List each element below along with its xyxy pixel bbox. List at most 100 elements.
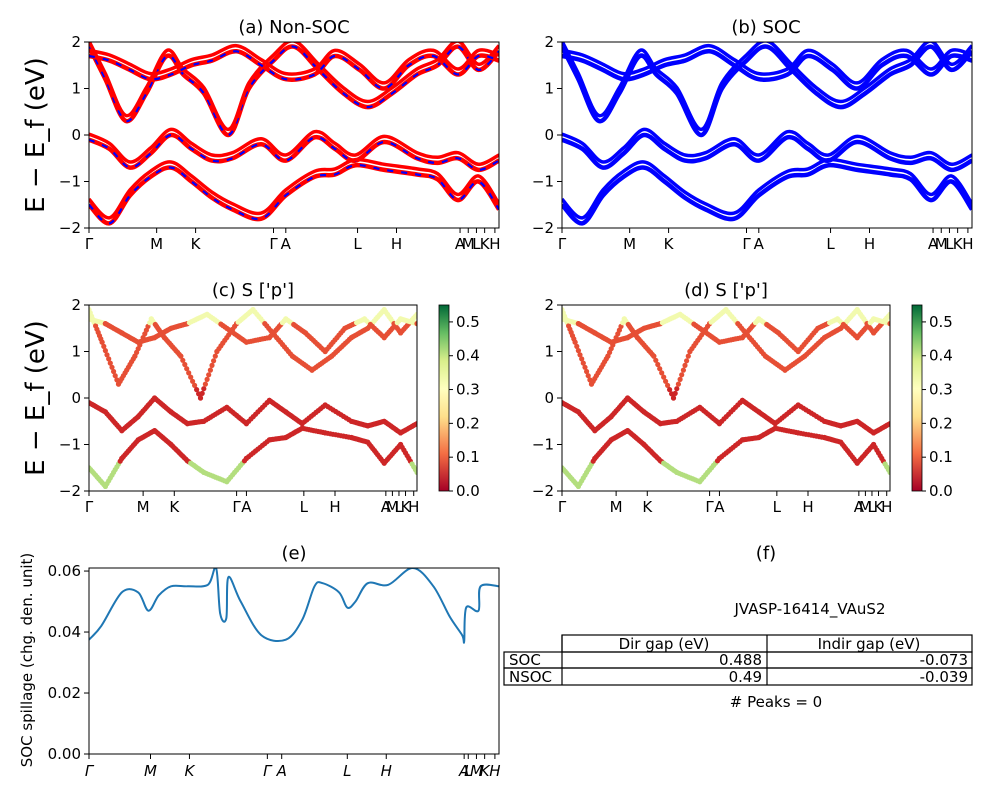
scatter-point	[186, 370, 192, 376]
scatter-point	[679, 372, 685, 378]
axes-frame	[561, 41, 973, 229]
ytick-label: −2	[59, 482, 81, 500]
xtick-label: L	[868, 498, 877, 516]
title-f: (f)	[756, 543, 776, 564]
xtick-label: Γ	[558, 498, 567, 516]
band-line-twin-2	[89, 42, 499, 132]
scatter-point	[670, 395, 677, 401]
xtick-label: K	[191, 235, 202, 253]
band-line-twin-1	[89, 157, 499, 220]
ytick-label: 2	[544, 296, 554, 314]
title-e: (e)	[281, 543, 306, 564]
xtick-label: H	[802, 498, 813, 516]
title-a: (a) Non-SOC	[238, 17, 349, 38]
spillage-line	[89, 568, 499, 644]
ytick-label: 1	[71, 343, 81, 361]
scatter-point	[574, 343, 580, 349]
xtick-label: M	[859, 498, 872, 516]
ytick-label: 0	[544, 389, 554, 407]
xtick-label: H	[329, 498, 340, 516]
colorbar-gradient	[438, 304, 450, 492]
ytick-label: 2	[71, 296, 81, 314]
ytick-label: 0	[71, 389, 81, 407]
scatter-point	[655, 361, 661, 368]
xtick-label: M	[150, 235, 163, 253]
scatter-point	[414, 421, 417, 427]
ytick-label: −2	[59, 219, 81, 237]
ytick-label: 1	[544, 80, 554, 98]
xtick-label: Γ	[85, 235, 94, 253]
xtick-label: M	[462, 235, 475, 253]
scatter-point	[682, 362, 688, 368]
band-dash-3	[89, 50, 499, 90]
band-line-3	[562, 49, 972, 91]
scatter-point	[101, 343, 107, 349]
scatter	[562, 307, 890, 489]
scatter-point	[190, 378, 196, 384]
bands	[89, 42, 499, 226]
scatter	[89, 307, 417, 489]
xtick-label: L	[300, 498, 309, 516]
cell-soc-dir: 0.488	[719, 651, 762, 669]
scatter-point	[684, 358, 690, 364]
ytick-label: 0	[71, 126, 81, 144]
col-header-indir: Indir gap (eV)	[818, 635, 921, 653]
title-c: (c) S ['p']	[212, 280, 294, 301]
scatter-point	[661, 374, 667, 380]
xtick-label: A	[754, 235, 765, 253]
ytick-label: −1	[532, 173, 554, 191]
plot-a: 210−1−2Γ M K Γ A L H AML K H	[59, 33, 501, 253]
scatter-point	[106, 356, 112, 362]
xtick-label: M	[144, 762, 157, 780]
scatter-point	[109, 364, 115, 370]
row-label-nsoc: NSOC	[509, 668, 552, 686]
colorbar-label: 0.2	[929, 414, 953, 432]
ytick-label: 1	[544, 343, 554, 361]
ytick-label: 0.06	[48, 562, 81, 580]
scatter-point	[580, 360, 586, 366]
xtick-label: K	[480, 235, 491, 253]
scatter-point	[585, 373, 591, 379]
xtick-label: H	[489, 762, 500, 780]
band-line-twin-0	[562, 127, 972, 167]
band-line-twin-0	[89, 127, 499, 167]
xtick-label: M	[623, 235, 636, 253]
scatter-point	[667, 387, 673, 393]
scatter-point	[672, 390, 678, 396]
xtick-label: Γ	[742, 235, 751, 253]
colorbar-label: 0.5	[929, 313, 953, 331]
scatter-point	[209, 362, 215, 368]
scatter-point	[204, 376, 210, 382]
scatter-point	[575, 348, 582, 354]
axes-frame	[88, 41, 500, 229]
scatter-point	[414, 321, 417, 327]
colorbar-d: 0.0 0.1 0.2 0.3 0.4 0.5	[911, 304, 953, 500]
xtick-label: A	[714, 498, 725, 516]
cell-nsoc-dir: 0.49	[729, 668, 762, 686]
scatter-point	[197, 395, 204, 401]
xtick-label: K	[664, 235, 675, 253]
xtick-label: H	[881, 498, 892, 516]
scatter-point	[104, 352, 110, 358]
colorbar-label: 0.5	[456, 313, 480, 331]
band-dash-0	[89, 133, 499, 171]
xtick-label: M	[386, 498, 399, 516]
xtick-label: L	[945, 235, 954, 253]
plot-b: 210−1−2Γ M K Γ A L H AML K H	[532, 33, 974, 253]
scatter-point	[194, 387, 200, 393]
scatter-point	[887, 311, 890, 317]
colorbar-label: 0.0	[929, 482, 953, 500]
xtick-label: A	[455, 235, 466, 253]
scatter-point	[414, 469, 417, 475]
band-line-2	[562, 44, 972, 138]
ylabel-row1: E − E_f (eV)	[21, 57, 51, 213]
ytick-label: 0	[544, 126, 554, 144]
scatter-point	[887, 321, 890, 327]
ytick-label: 0.00	[48, 745, 81, 763]
scatter-point	[199, 390, 205, 396]
xtick-label: L	[773, 498, 782, 516]
band-line-0	[562, 132, 972, 173]
scatter-point	[675, 381, 682, 387]
